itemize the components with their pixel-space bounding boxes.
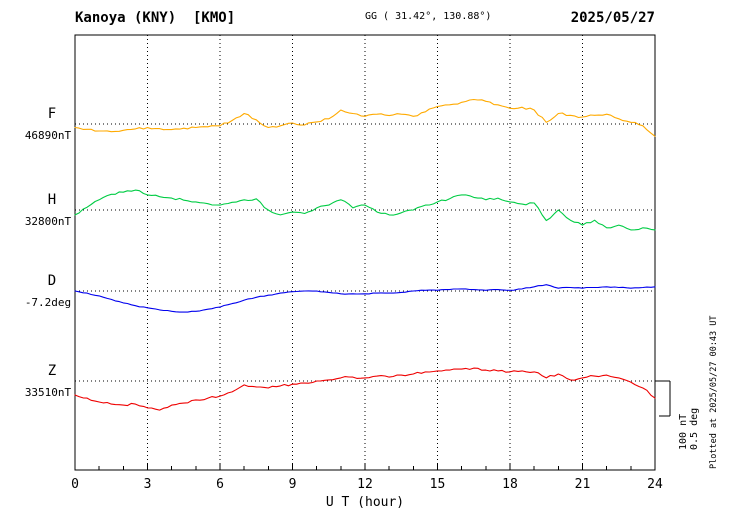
plotted-at-timestamp: Plotted at 2025/05/27 00:43 UT	[709, 315, 719, 469]
series-label-F: F	[48, 106, 56, 122]
series-label-D: D	[48, 273, 56, 289]
plot-border	[74, 34, 656, 471]
series-baseline-value-H: 32800nT	[25, 215, 72, 228]
trace-F	[74, 98, 656, 137]
x-tick-label-24: 24	[647, 477, 663, 492]
trace-H	[74, 189, 656, 231]
x-tick-label-18: 18	[502, 477, 518, 492]
plot-area: F 46890nT H 32800nT D -7.2deg Z 33510nT 0 3 6 9 12 15…	[25, 34, 671, 492]
scale-bar-label-nt: 100 nT	[678, 414, 689, 450]
x-tick-label-0: 0	[71, 477, 79, 492]
gg-coordinates: GG ( 31.42°, 130.88°)	[365, 11, 491, 22]
x-tick-label-9: 9	[289, 477, 297, 492]
x-tick-label-12: 12	[357, 477, 373, 492]
scale-bar-label-deg: 0.5 deg	[689, 408, 700, 450]
series-label-Z: Z	[48, 363, 56, 379]
station-title: Kanoya (KNY) [KMO]	[75, 10, 235, 26]
series-label-H: H	[48, 192, 56, 208]
series-baseline-value-F: 46890nT	[25, 129, 72, 142]
x-tick-label-15: 15	[430, 477, 446, 492]
series-baseline-value-Z: 33510nT	[25, 386, 72, 399]
x-axis-label: U T (hour)	[326, 495, 404, 510]
plot-date: 2025/05/27	[571, 10, 655, 26]
x-tick-label-3: 3	[144, 477, 152, 492]
series-baseline-value-D: -7.2deg	[25, 296, 71, 309]
trace-Z	[74, 367, 656, 411]
x-tick-label-6: 6	[216, 477, 224, 492]
x-tick-label-21: 21	[575, 477, 591, 492]
trace-D	[74, 284, 656, 313]
